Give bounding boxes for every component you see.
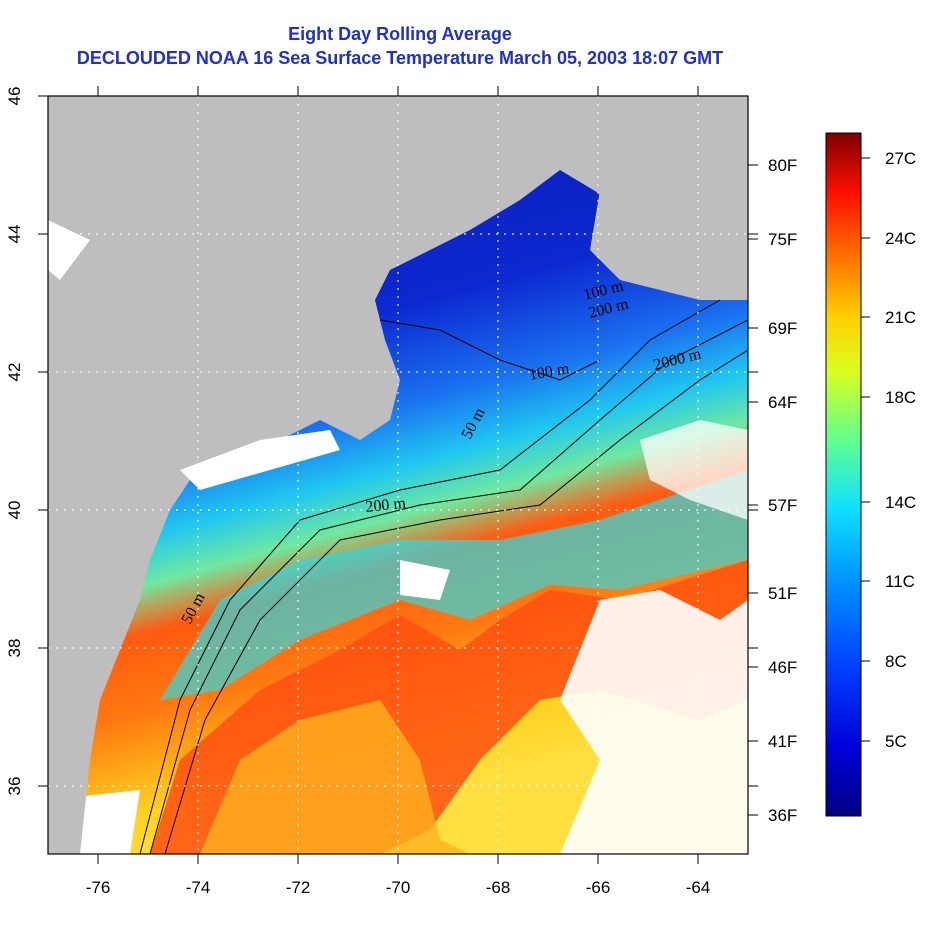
- f-tick-label: 46F: [768, 658, 797, 677]
- colorbar-label: 14C: [885, 493, 916, 512]
- map-title: Eight Day Rolling Average: [288, 24, 512, 44]
- lon-tick-label: -66: [586, 878, 611, 897]
- lon-tick-label: -64: [686, 878, 711, 897]
- cloud-over-land: [48, 220, 90, 280]
- colorbar-label: 11C: [885, 572, 915, 591]
- f-tick-label: 51F: [768, 584, 797, 603]
- cloud-over-land: [180, 430, 340, 490]
- f-tick-label: 75F: [768, 230, 797, 249]
- lon-tick-label: -76: [86, 878, 111, 897]
- lat-tick-label: 44: [5, 225, 24, 244]
- land-nova-scotia: [590, 140, 748, 300]
- colorbar-label: 8C: [885, 652, 907, 671]
- f-tick-label: 64F: [768, 393, 797, 412]
- lat-tick-label: 36: [5, 777, 24, 796]
- colorbar-label: 24C: [885, 229, 916, 248]
- f-tick-label: 80F: [768, 156, 797, 175]
- colorbar-label: 21C: [885, 308, 916, 327]
- lat-tick-label: 38: [5, 639, 24, 658]
- f-tick-label: 57F: [768, 496, 797, 515]
- lon-tick-label: -68: [486, 878, 511, 897]
- slope-water: [160, 470, 748, 700]
- warm-core: [200, 700, 470, 854]
- colorbar-label: 27C: [885, 149, 916, 168]
- contour-100m-gom: [379, 319, 601, 381]
- colorbar-label: 5C: [885, 732, 907, 751]
- contour-2000m: [164, 349, 748, 854]
- land-us-coast: [48, 96, 748, 854]
- contour-label: 200 m: [365, 495, 408, 516]
- colorbar-label: 18C: [885, 388, 916, 407]
- lat-tick-label: 46: [5, 87, 24, 106]
- colorbar: [825, 132, 862, 817]
- lon-tick-label: -74: [186, 878, 211, 897]
- f-tick-label: 36F: [768, 806, 797, 825]
- lon-tick-label: -72: [286, 878, 311, 897]
- cloud-patch: [400, 560, 450, 600]
- lon-tick-label: -70: [386, 878, 411, 897]
- cloud-patch: [640, 420, 748, 520]
- contour-label: 100 m: [528, 360, 571, 384]
- contour-200m: [149, 319, 748, 854]
- f-tick-label: 69F: [768, 319, 797, 338]
- lat-tick-label: 40: [5, 501, 24, 520]
- lat-tick-label: 42: [5, 363, 24, 382]
- cloud-patch: [560, 590, 748, 854]
- map-subtitle: DECLOUDED NOAA 16 Sea Surface Temperatur…: [76, 48, 724, 68]
- f-tick-label: 41F: [768, 732, 797, 751]
- contour-50m: [139, 299, 721, 854]
